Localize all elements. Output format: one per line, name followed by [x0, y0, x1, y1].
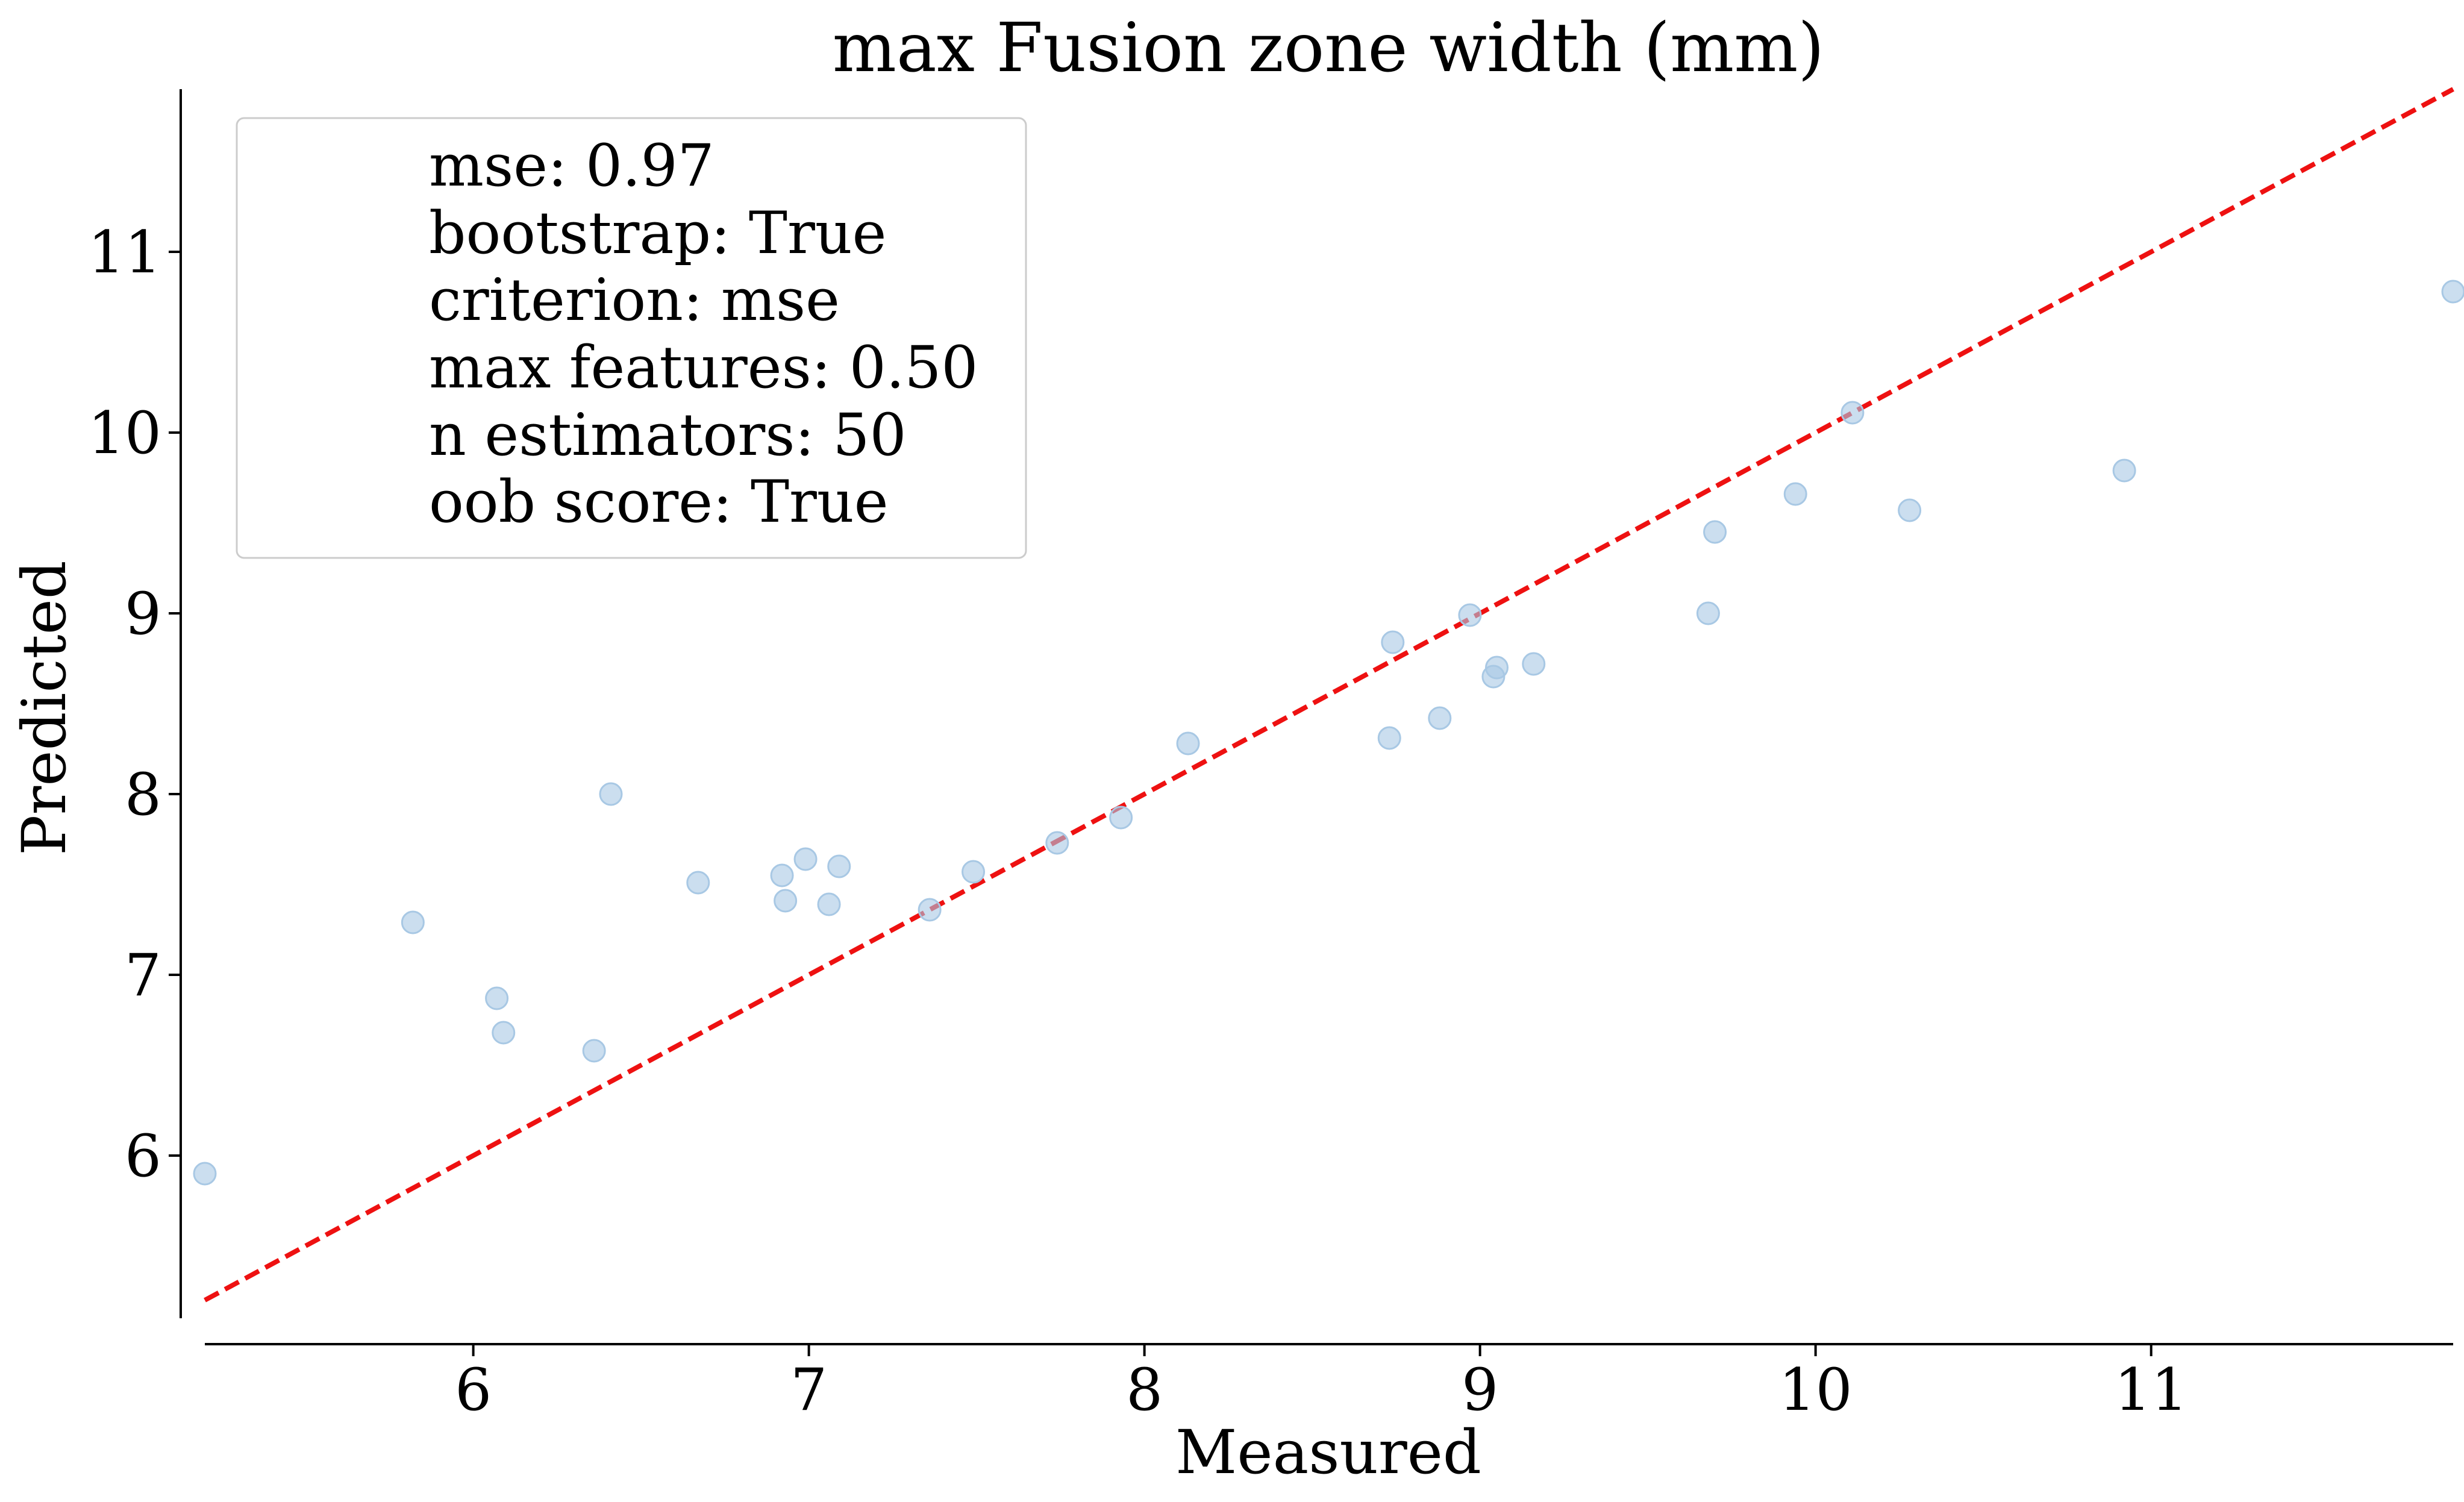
x-tick-label: 8	[1126, 1356, 1163, 1424]
y-tick-label: 11	[88, 219, 161, 286]
data-point	[1522, 652, 1546, 676]
annotation-line-max-features: max features: 0.50	[429, 334, 978, 401]
data-points-layer	[193, 280, 2464, 1186]
annotation-line-oob-score: oob score: True	[429, 468, 889, 536]
x-tick-label: 11	[2115, 1356, 2188, 1424]
chart-title: max Fusion zone width (mm)	[833, 9, 1824, 87]
data-point	[582, 1039, 606, 1063]
x-tick-label: 6	[455, 1356, 492, 1424]
data-point	[1485, 656, 1509, 680]
data-point	[1898, 498, 1922, 522]
data-point	[1458, 603, 1482, 627]
x-tick-label: 9	[1462, 1356, 1498, 1424]
data-point	[1696, 601, 1720, 625]
annotation-box-frame	[236, 117, 1027, 559]
y-tick-label: 9	[125, 580, 161, 648]
annotation-line-n-estimators: n estimators: 50	[429, 401, 907, 469]
data-point	[599, 782, 623, 806]
data-point	[1840, 401, 1865, 425]
data-point	[2112, 458, 2136, 483]
data-point	[193, 1162, 217, 1186]
y-tick-label: 10	[88, 399, 161, 467]
data-point	[770, 863, 794, 887]
data-point	[1377, 726, 1401, 750]
x-axis-label: Measured	[1175, 1417, 1481, 1488]
data-point	[1703, 520, 1727, 544]
annotation-line-criterion: criterion: mse	[429, 266, 840, 334]
annotation-line-bootstrap: bootstrap: True	[429, 199, 886, 267]
y-ticks-layer: 6 7 8 9 10 11	[88, 219, 181, 1190]
reference-line-layer	[204, 87, 2454, 1303]
data-point	[918, 898, 942, 922]
annotation-box: mse: 0.97 bootstrap: True criterion: mse…	[236, 117, 1027, 559]
data-point	[1428, 706, 1452, 730]
data-point	[1045, 831, 1069, 855]
annotation-line-mse: mse: 0.97	[429, 132, 714, 199]
x-tick-label: 10	[1779, 1356, 1853, 1424]
y-tick-label: 6	[125, 1122, 161, 1190]
reference-line	[204, 87, 2454, 1303]
data-point	[1783, 482, 1807, 506]
data-point	[1109, 806, 1133, 830]
x-tick-label: 7	[790, 1356, 827, 1424]
data-point	[817, 892, 841, 916]
data-point	[686, 871, 710, 895]
x-ticks-layer: 6 7 8 9 10 11	[455, 1344, 2188, 1424]
data-point	[827, 854, 851, 878]
data-point	[492, 1021, 516, 1045]
data-point	[774, 889, 798, 913]
data-point	[793, 847, 818, 871]
y-axis-label: Predicted	[9, 560, 80, 856]
data-point	[1381, 630, 1405, 654]
data-point	[2441, 280, 2464, 304]
y-tick-label: 7	[125, 942, 161, 1009]
data-point	[485, 986, 509, 1010]
data-point	[1176, 731, 1200, 756]
data-point	[401, 910, 425, 934]
y-tick-label: 8	[125, 761, 161, 828]
data-point	[962, 860, 986, 884]
